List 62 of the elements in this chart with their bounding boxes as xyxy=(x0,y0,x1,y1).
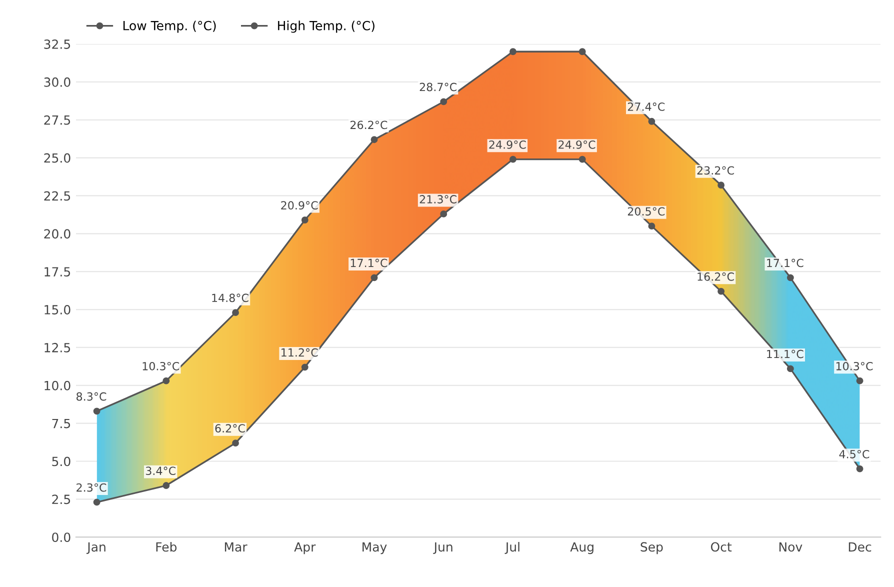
point xyxy=(93,498,100,506)
data-label: 17.1°C xyxy=(767,258,804,268)
x-tick-label: Sep xyxy=(640,542,663,554)
data-label: 17.1°C xyxy=(350,258,388,268)
data-label: 28.7°C xyxy=(420,82,456,92)
point xyxy=(440,210,448,218)
point xyxy=(786,365,794,372)
y-tick-label: 7.5 xyxy=(52,418,70,428)
point xyxy=(578,156,586,163)
data-label: 10.3°C xyxy=(142,362,180,370)
data-label: 24.9°C xyxy=(489,140,526,149)
point xyxy=(301,364,308,371)
y-tick-label: 15.0 xyxy=(44,305,70,314)
y-tick-label: 0.0 xyxy=(52,532,70,542)
data-label: 3.4°C xyxy=(146,466,176,476)
data-label: 24.9°C xyxy=(558,140,596,149)
x-tick-label: Aug xyxy=(570,542,594,554)
x-tick-label: Oct xyxy=(710,542,732,552)
legend-label: High Temp. (°C) xyxy=(278,20,374,33)
data-label: 20.5°C xyxy=(628,207,665,216)
y-tick-label: 27.5 xyxy=(44,115,70,125)
y-tick-label: 20.0 xyxy=(44,229,70,239)
data-label: 16.2°C xyxy=(698,272,734,281)
y-tick-label: 2.5 xyxy=(52,494,70,504)
x-tick-label: Feb xyxy=(156,542,177,552)
x-tick-label: Apr xyxy=(294,542,316,554)
x-tick-label: Dec xyxy=(848,542,872,552)
data-label: 8.3°C xyxy=(76,392,106,401)
data-label: 6.2°C xyxy=(215,424,245,433)
y-tick-label: 12.5 xyxy=(44,342,70,352)
data-label: 23.2°C xyxy=(697,166,734,175)
data-label: 11.2°C xyxy=(282,348,318,357)
data-label: 2.3°C xyxy=(76,483,106,492)
data-label: 21.3°C xyxy=(420,195,456,204)
data-label: 26.2°C xyxy=(350,120,388,130)
data-label: 14.8°C xyxy=(212,294,248,302)
x-tick-label: Jan xyxy=(86,542,106,554)
point xyxy=(162,482,170,489)
y-tick-label: 17.5 xyxy=(44,267,70,277)
point xyxy=(232,440,239,447)
x-tick-label: Mar xyxy=(224,542,248,552)
data-label: 27.4°C xyxy=(628,102,665,111)
y-tick-label: 25.0 xyxy=(44,153,70,163)
point xyxy=(718,288,725,295)
x-tick-label: Nov xyxy=(779,542,802,552)
y-tick-label: 10.0 xyxy=(44,380,70,390)
point xyxy=(370,274,378,282)
x-tick-label: Jun xyxy=(433,542,452,554)
y-tick-label: 5.0 xyxy=(52,456,70,466)
data-label: 11.1°C xyxy=(767,350,804,358)
point xyxy=(510,156,516,163)
data-label: 20.9°C xyxy=(281,201,318,210)
data-label: 4.5°C xyxy=(839,450,870,458)
x-tick-label: May xyxy=(362,542,387,554)
legend-label: Low Temp. (°C) xyxy=(123,20,216,33)
y-tick-label: 32.5 xyxy=(44,39,70,49)
y-tick-label: 30.0 xyxy=(44,77,70,87)
y-tick-label: 22.5 xyxy=(44,191,70,201)
point xyxy=(856,465,864,472)
data-label: 10.3°C xyxy=(836,362,873,370)
point xyxy=(648,222,656,230)
x-tick-label: Jul xyxy=(504,542,520,554)
